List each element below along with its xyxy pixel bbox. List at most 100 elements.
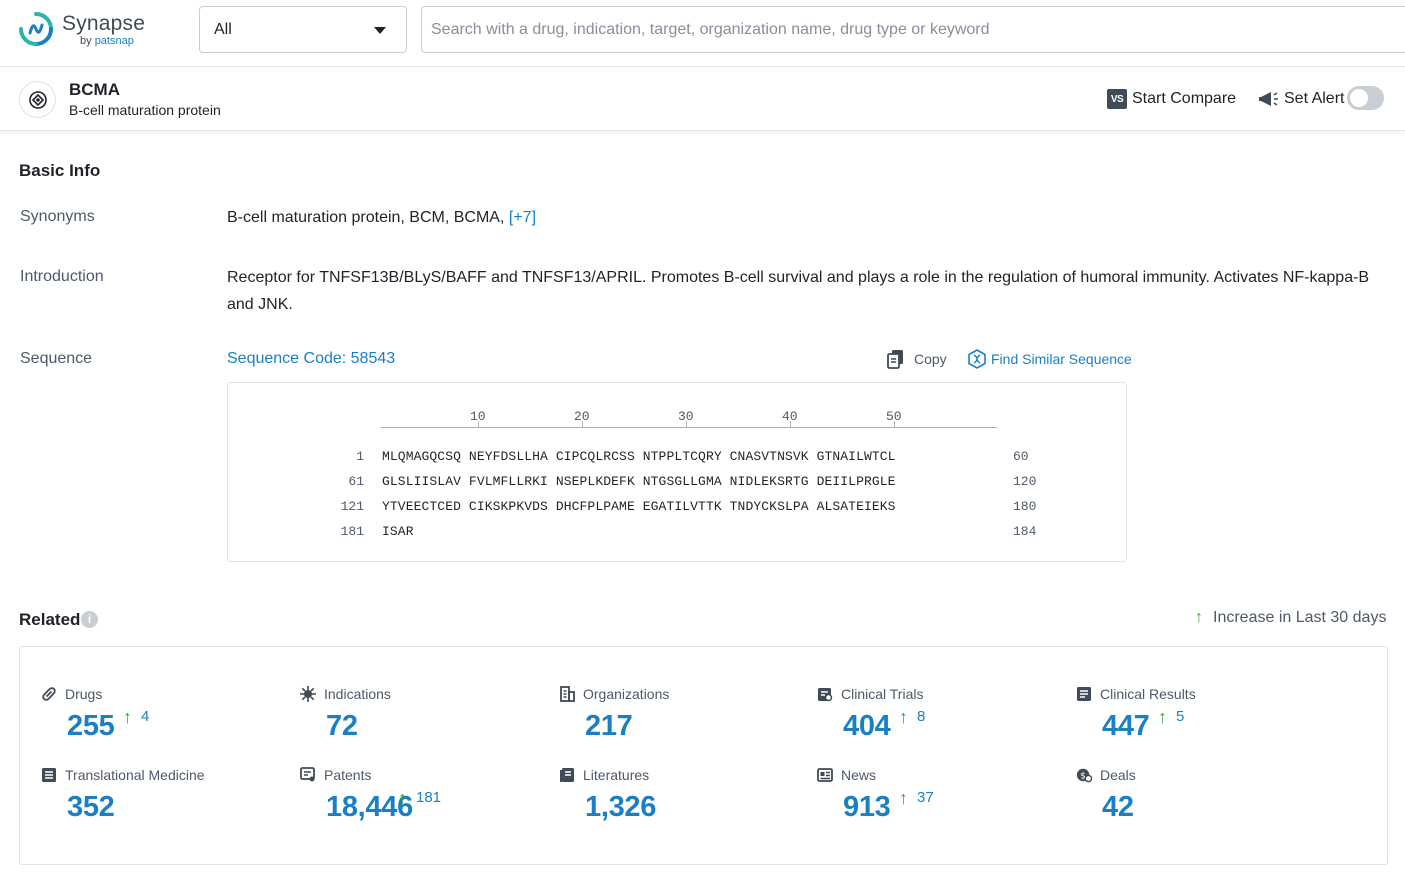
basic-info-title: Basic Info bbox=[19, 161, 100, 181]
stat-clinical-trials[interactable]: Clinical Trials 404 ↑8 bbox=[817, 686, 1067, 756]
stat-label: Translational Medicine bbox=[65, 767, 205, 783]
sequence-label: Sequence bbox=[20, 350, 92, 368]
stat-translational-medicine[interactable]: Translational Medicine 352 bbox=[41, 767, 291, 837]
sequence-row-end: 120 bbox=[1013, 474, 1036, 489]
set-alert-button[interactable]: Set Alert bbox=[1259, 87, 1344, 111]
sequence-row-start: 121 bbox=[298, 499, 364, 514]
sequence-row-end: 60 bbox=[1013, 449, 1029, 464]
search-input[interactable] bbox=[421, 6, 1405, 53]
sequence-ruler bbox=[381, 427, 997, 428]
dna-hex-icon bbox=[967, 349, 987, 369]
stat-increase: ↑37 bbox=[899, 789, 934, 807]
stat-deals[interactable]: $ Deals 42 bbox=[1076, 767, 1326, 837]
info-icon[interactable]: i bbox=[81, 611, 98, 628]
stat-value: 447 bbox=[1102, 710, 1150, 743]
increase-legend-label: Increase in Last 30 days bbox=[1213, 609, 1386, 627]
up-arrow-icon: ↑ bbox=[899, 708, 908, 726]
stat-head: Organizations bbox=[559, 686, 669, 702]
stat-head: Clinical Results bbox=[1076, 686, 1196, 702]
logo-name: Synapse bbox=[62, 12, 145, 36]
stat-label: Patents bbox=[324, 767, 371, 783]
logo-sub-by: by bbox=[80, 35, 92, 47]
stat-label: Deals bbox=[1100, 767, 1136, 783]
stat-head: Clinical Trials bbox=[817, 686, 923, 702]
sequence-row-start: 1 bbox=[298, 449, 364, 464]
up-arrow-icon: ↑ bbox=[123, 708, 132, 726]
up-arrow-icon: ↑ bbox=[398, 789, 407, 807]
ruler-tick: 30 bbox=[678, 409, 694, 424]
stat-indications[interactable]: Indications 72 bbox=[300, 686, 550, 756]
search-scope-select[interactable]: All bbox=[199, 6, 407, 53]
stat-value: 404 bbox=[843, 710, 891, 743]
find-similar-sequence-label: Find Similar Sequence bbox=[991, 351, 1132, 367]
stat-label: Drugs bbox=[65, 686, 102, 702]
stat-increase: ↑8 bbox=[899, 708, 925, 726]
ruler-tick: 40 bbox=[782, 409, 798, 424]
stat-label: News bbox=[841, 767, 876, 783]
virus-icon bbox=[300, 686, 316, 702]
stat-patents[interactable]: Patents 18,446 ↑181 bbox=[300, 767, 550, 837]
stat-head: News bbox=[817, 767, 876, 783]
set-alert-label: Set Alert bbox=[1284, 90, 1344, 108]
related-stats-panel: Drugs 255 ↑4 Indications 72 Organization… bbox=[19, 646, 1388, 865]
set-alert-toggle[interactable] bbox=[1347, 86, 1384, 110]
target-icon bbox=[19, 81, 56, 118]
sequence-viewer: 10 20 30 40 50 1 MLQMAGQCSQ NEYFDSLLHA C… bbox=[227, 382, 1127, 562]
stat-label: Clinical Results bbox=[1100, 686, 1196, 702]
toggle-knob bbox=[1350, 89, 1368, 107]
stat-head: Indications bbox=[300, 686, 391, 702]
up-arrow-icon: ↑ bbox=[899, 789, 908, 807]
stat-head: $ Deals bbox=[1076, 767, 1136, 783]
stat-organizations[interactable]: Organizations 217 bbox=[559, 686, 809, 756]
ruler-tick: 10 bbox=[470, 409, 486, 424]
search-scope-value: All bbox=[214, 21, 232, 39]
stat-increase-value: 5 bbox=[1176, 708, 1184, 725]
synonyms-more-link[interactable]: [+7] bbox=[509, 209, 536, 226]
stat-label: Literatures bbox=[583, 767, 649, 783]
introduction-value: Receptor for TNFSF13B/BLyS/BAFF and TNFS… bbox=[227, 264, 1387, 318]
chevron-down-icon bbox=[374, 27, 386, 34]
report-icon bbox=[1076, 686, 1092, 702]
stat-news[interactable]: News 913 ↑37 bbox=[817, 767, 1067, 837]
stat-value: 913 bbox=[843, 791, 891, 824]
stat-head: Literatures bbox=[559, 767, 649, 783]
sequence-row-end: 184 bbox=[1013, 524, 1036, 539]
sequence-row-end: 180 bbox=[1013, 499, 1036, 514]
sequence-code-link[interactable]: Sequence Code: 58543 bbox=[227, 350, 395, 368]
stat-increase: ↑4 bbox=[123, 708, 149, 726]
book-icon bbox=[559, 767, 575, 783]
clipboard-icon bbox=[817, 686, 833, 702]
sequence-row-residues: ISAR bbox=[382, 524, 414, 539]
handshake-icon: $ bbox=[1076, 767, 1092, 783]
related-title: Related bbox=[19, 610, 80, 630]
building-icon bbox=[559, 686, 575, 702]
find-similar-sequence-button[interactable]: Find Similar Sequence bbox=[967, 349, 1132, 369]
logo-sub: by patsnap bbox=[80, 35, 134, 47]
sequence-row-start: 181 bbox=[298, 524, 364, 539]
stat-drugs[interactable]: Drugs 255 ↑4 bbox=[41, 686, 291, 756]
stat-increase-value: 8 bbox=[917, 708, 925, 725]
stat-increase: ↑5 bbox=[1158, 708, 1184, 726]
logo-sub-brand: patsnap bbox=[95, 35, 134, 47]
stat-value: 217 bbox=[585, 710, 633, 743]
synonyms-text: B-cell maturation protein, BCM, BCMA, bbox=[227, 209, 504, 226]
stat-clinical-results[interactable]: Clinical Results 447 ↑5 bbox=[1076, 686, 1326, 756]
copy-button[interactable]: Copy bbox=[886, 349, 947, 369]
stat-head: Patents bbox=[300, 767, 371, 783]
synapse-logo-icon bbox=[18, 11, 54, 47]
start-compare-button[interactable]: VS Start Compare bbox=[1107, 87, 1236, 111]
stat-increase: ↑181 bbox=[398, 789, 441, 807]
synapse-logo[interactable]: Synapse by patsnap bbox=[18, 11, 148, 51]
ruler-tick: 20 bbox=[574, 409, 590, 424]
sequence-row-residues: MLQMAGQCSQ NEYFDSLLHA CIPCQLRCSS NTPPLTC… bbox=[382, 449, 896, 464]
stat-literatures[interactable]: Literatures 1,326 bbox=[559, 767, 809, 837]
stat-value: 72 bbox=[326, 710, 358, 743]
sequence-row-residues: YTVEECTCED CIKSKPKVDS DHCFPLPAME EGATILV… bbox=[382, 499, 896, 514]
document-icon bbox=[41, 767, 57, 783]
stat-value: 255 bbox=[67, 710, 115, 743]
stat-value: 1,326 bbox=[585, 791, 656, 824]
copy-label: Copy bbox=[914, 351, 947, 367]
synonyms-label: Synonyms bbox=[20, 208, 95, 226]
entity-header: BCMA B-cell maturation protein VS Start … bbox=[0, 67, 1405, 131]
introduction-label: Introduction bbox=[20, 268, 104, 286]
